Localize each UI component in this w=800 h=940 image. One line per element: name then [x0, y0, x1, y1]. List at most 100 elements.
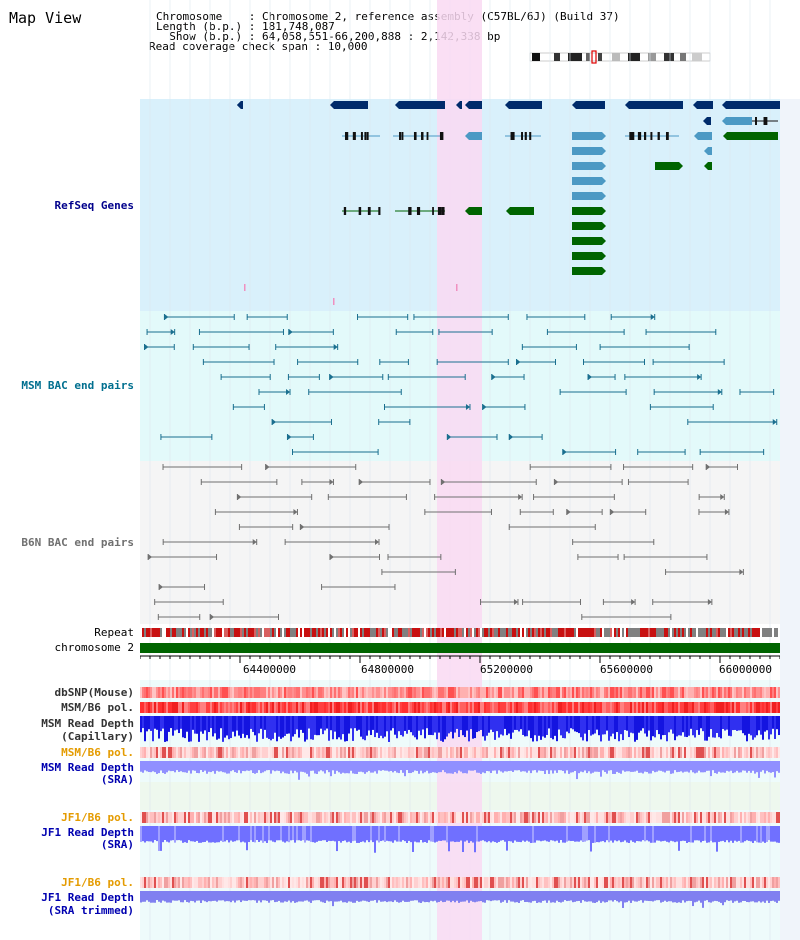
- jf1-depth-bar: [244, 826, 246, 843]
- jf1-depth-bar: [318, 826, 320, 841]
- jf1-pol-cell: [428, 812, 430, 823]
- dbsnp-cell: [636, 687, 638, 698]
- jf1-pol2-cell: [652, 877, 654, 888]
- msm-pol2-cell: [512, 747, 514, 758]
- b6n-bac-pair-arrow: [329, 554, 334, 560]
- repeat-segment: [222, 628, 224, 637]
- msm-depth-cap-bar: [316, 716, 318, 736]
- jf1-depth-bar: [184, 826, 186, 843]
- jf1-pol2-cell: [422, 877, 424, 888]
- refseq-track-label[interactable]: RefSeq Genes: [54, 199, 134, 212]
- refseq-gene: [465, 132, 482, 140]
- repeat-segment: [142, 628, 144, 637]
- msm-depth-cap-bar: [694, 716, 696, 738]
- msm-depth-sra-bar: [754, 761, 756, 774]
- jf1-pol2-cell: [148, 877, 150, 888]
- chromosome-ideogram[interactable]: [528, 50, 714, 64]
- jf1-pol-track-label[interactable]: JF1/B6 pol.: [61, 811, 134, 824]
- jf1-depth-trim-bar: [480, 891, 482, 902]
- msm-pol-cell: [668, 702, 670, 713]
- b6n-bac-track-label[interactable]: B6N BAC end pairs: [21, 536, 134, 549]
- jf1-pol2-cell: [368, 877, 370, 888]
- repeat-segment: [518, 628, 520, 637]
- msm-depth-cap-bar: [622, 716, 624, 741]
- jf1-pol2-cell: [540, 877, 542, 888]
- dbsnp-cell: [384, 687, 386, 698]
- msm-pol-cell: [650, 702, 652, 713]
- msm-depth-cap-bar: [758, 716, 760, 731]
- msm-bac-track-label[interactable]: MSM BAC end pairs: [21, 379, 134, 392]
- msm-depth-cap-bar: [422, 716, 424, 730]
- dbsnp-cell: [680, 687, 682, 698]
- jf1-pol-cell: [152, 812, 154, 823]
- jf1-pol2-cell: [222, 877, 224, 888]
- msm-depth-sra-bar: [392, 761, 394, 773]
- jf1-depth-bar: [486, 826, 488, 843]
- jf1-depth-bar: [450, 826, 452, 842]
- msm-pol-cell: [182, 702, 184, 713]
- msm-pol-cell: [330, 702, 332, 713]
- msm-pol-track-label[interactable]: MSM/B6 pol.: [61, 701, 134, 714]
- jf1-depth-trim-bar: [340, 891, 342, 901]
- dbsnp-track-label[interactable]: dbSNP(Mouse): [54, 686, 134, 699]
- dbsnp-cell: [184, 687, 186, 698]
- msm-depth-sra-bar: [302, 761, 304, 772]
- jf1-depth-trim-bar: [324, 891, 326, 903]
- msm-depth-sra-bar: [650, 761, 652, 774]
- msm-depth-cap-bar: [364, 716, 366, 741]
- genome-map-panel[interactable]: [140, 0, 780, 940]
- dbsnp-cell: [376, 687, 378, 698]
- jf1-pol2-cell: [264, 877, 266, 888]
- jf1-depth-bar: [142, 826, 144, 842]
- dbsnp-cell: [246, 687, 248, 698]
- dbsnp-cell: [236, 687, 238, 698]
- jf1-depth-bar: [484, 826, 486, 842]
- msm-depth-cap-bar: [672, 716, 674, 734]
- jf1-pol2-cell: [522, 877, 524, 888]
- msm-pol-cell: [776, 702, 778, 713]
- jf1-pol-cell: [726, 812, 728, 823]
- msm-depth-cap-bar: [400, 716, 402, 736]
- jf1-depth-bar: [370, 826, 372, 841]
- jf1-pol2-cell: [504, 877, 506, 888]
- jf1-pol2-cell: [508, 877, 510, 888]
- msm-depth-sra-label[interactable]: MSM Read Depth: [41, 761, 134, 774]
- jf1-depth-trim-label[interactable]: JF1 Read Depth: [41, 891, 134, 904]
- jf1-depth-label[interactable]: JF1 Read Depth: [41, 826, 134, 839]
- repeat-segment: [744, 628, 746, 637]
- jf1-pol-cell: [512, 812, 514, 823]
- jf1-pol2-cell: [444, 877, 446, 888]
- jf1-depth-bar: [240, 826, 242, 843]
- jf1-pol-cell: [626, 812, 628, 823]
- msm-depth-sra-bar: [614, 761, 616, 774]
- jf1-pol-cell: [244, 812, 246, 823]
- msm-depth-cap-bar: [698, 716, 700, 735]
- msm-pol-cell: [334, 702, 336, 713]
- repeat-segment: [738, 628, 740, 637]
- jf1-pol2-cell: [364, 877, 366, 888]
- jf1-pol2-track-label[interactable]: JF1/B6 pol.: [61, 876, 134, 889]
- msm-pol2-cell: [232, 747, 234, 758]
- jf1-depth-trim-bar: [652, 891, 654, 902]
- msm-depth-cap-bar: [522, 716, 524, 735]
- jf1-depth-bar: [268, 826, 270, 841]
- msm-pol2-cell: [490, 747, 492, 758]
- exon: [413, 132, 417, 140]
- jf1-pol2-cell: [618, 877, 620, 888]
- jf1-pol2-cell: [288, 877, 290, 888]
- msm-pol2-cell: [494, 747, 496, 758]
- msm-pol2-track-label[interactable]: MSM/B6 pol.: [61, 746, 134, 759]
- msm-pol-cell: [546, 702, 548, 713]
- dbsnp-cell: [332, 687, 334, 698]
- msm-depth-cap-bar: [350, 716, 352, 729]
- msm-pol2-cell: [770, 747, 772, 758]
- jf1-depth-trim-bar: [506, 891, 508, 903]
- msm-pol-cell: [254, 702, 256, 713]
- msm-depth-cap-label[interactable]: MSM Read Depth: [41, 717, 134, 730]
- jf1-depth-bar: [730, 826, 732, 841]
- jf1-pol-cell: [368, 812, 370, 823]
- jf1-pol2-cell: [210, 877, 212, 888]
- dbsnp-cell: [544, 687, 546, 698]
- jf1-pol2-cell: [668, 877, 670, 888]
- jf1-depth-trim-bar: [314, 891, 316, 901]
